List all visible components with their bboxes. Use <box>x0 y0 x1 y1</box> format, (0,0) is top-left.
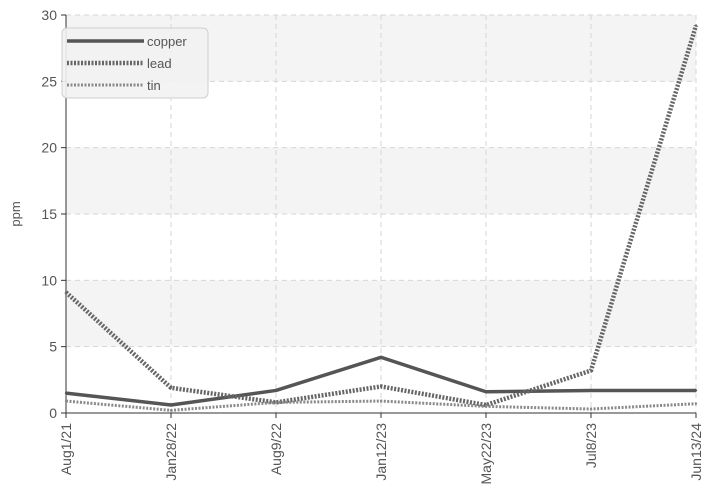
x-tick-label: Jan12/23 <box>373 423 389 481</box>
y-tick-label: 5 <box>49 339 57 355</box>
y-tick-label: 0 <box>49 405 57 421</box>
data-point-copper <box>379 356 383 359</box>
x-tick-label: Jun13/24 <box>688 423 704 481</box>
data-point-tin <box>694 402 698 405</box>
tick-labels: 0 5 10 15 20 25 30 Aug1/21 Jan28/22 Aug9/22 Jan12/… <box>41 7 704 484</box>
series <box>64 24 699 412</box>
series-tin <box>64 399 698 412</box>
x-tick-label: Aug9/22 <box>268 423 284 475</box>
data-point-copper <box>274 389 278 392</box>
y-tick-label: 10 <box>41 272 57 288</box>
data-point-lead <box>589 369 593 372</box>
x-tick-label: Jul8/23 <box>583 423 599 468</box>
legend: copper lead tin <box>61 27 209 99</box>
data-point-tin <box>274 401 278 404</box>
y-tick-label: 20 <box>41 140 57 156</box>
y-tick-label: 25 <box>41 73 57 89</box>
y-tick-label: 30 <box>41 7 57 23</box>
data-point-lead <box>379 385 383 388</box>
data-point-tin <box>169 409 173 412</box>
x-tick-label: May22/23 <box>478 423 494 485</box>
x-tick-label: Jan28/22 <box>163 423 179 481</box>
series-lead <box>64 24 699 408</box>
legend-label-copper: copper <box>147 34 187 49</box>
x-tick-label: Aug1/21 <box>58 423 74 475</box>
series-copper <box>64 355 698 407</box>
data-point-tin <box>379 399 383 403</box>
data-point-tin <box>589 407 593 411</box>
legend-label-lead: lead <box>147 56 172 71</box>
data-point-lead <box>694 24 698 27</box>
y-tick-label: 15 <box>41 206 57 222</box>
data-point-lead <box>64 291 68 294</box>
data-point-copper <box>64 391 68 395</box>
data-point-copper <box>589 389 593 392</box>
data-point-tin <box>484 405 488 408</box>
data-point-copper <box>694 389 698 392</box>
legend-label-tin: tin <box>147 78 161 93</box>
data-point-tin <box>64 399 68 403</box>
data-point-copper <box>484 390 488 393</box>
data-point-lead <box>169 386 173 389</box>
y-axis-title: ppm <box>8 201 23 226</box>
data-point-copper <box>169 403 173 407</box>
